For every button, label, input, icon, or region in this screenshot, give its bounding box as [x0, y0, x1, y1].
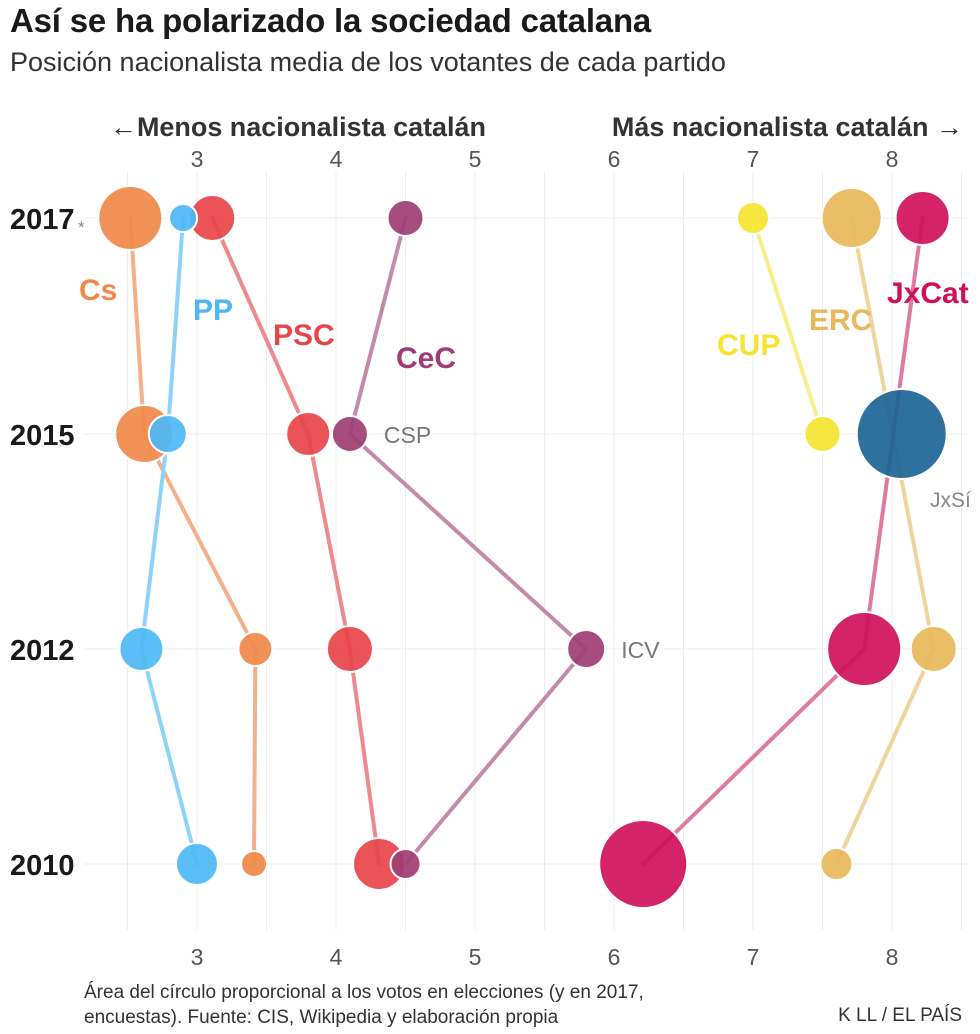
tick-label-bottom: 7	[747, 944, 760, 970]
point-ERC-2017	[820, 187, 883, 249]
labels-layer: Cs PP PSC CeC CUP ERC JxCat JxSí CSP ICV	[79, 274, 971, 663]
year-label-2017: 2017	[10, 204, 75, 236]
point-PP-2010	[175, 842, 219, 886]
axis-label-right: Más nacionalista catalán →	[612, 112, 963, 142]
tick-label-top: 4	[330, 146, 343, 172]
tick-label-top: 6	[608, 146, 621, 172]
point-PSC-2015	[285, 411, 332, 457]
tick-label-bottom: 6	[608, 944, 621, 970]
point-PSC-2012	[325, 625, 374, 673]
series-label-ERC: ERC	[809, 304, 872, 337]
tick-label-top: 3	[191, 146, 204, 172]
line-CeC	[347, 216, 589, 866]
point-CeC-2010	[389, 848, 422, 880]
chart-subtitle: Posición nacionalista media de los votan…	[10, 47, 726, 77]
tick-label-top: 7	[747, 146, 760, 172]
series-label-JxSi: JxSí	[930, 489, 971, 512]
year-note: *	[78, 218, 85, 237]
series-label-CUP: CUP	[717, 329, 780, 362]
axis-label-left: ←Menos nacionalista catalán	[110, 112, 486, 142]
point-Cs-2012	[237, 631, 274, 667]
footnote: Área del círculo proporcional a los voto…	[84, 982, 644, 1028]
series-label-Cs: Cs	[79, 274, 117, 307]
series-label-CeC: CeC	[396, 342, 456, 375]
point-JxCat-2017	[894, 190, 951, 246]
tick-label-bottom: 4	[330, 944, 343, 970]
point-CUP-2017	[736, 201, 770, 235]
point-PP-2015	[147, 414, 188, 454]
point-CeC-2017	[386, 199, 425, 237]
line-PP	[139, 216, 199, 866]
point-Cs-2017	[97, 185, 164, 251]
year-label-2015: 2015	[10, 420, 75, 452]
point-label-ICV: ICV	[621, 637, 660, 663]
point-PP-2012	[118, 626, 165, 672]
credit: K LL / EL PAÍS	[838, 1005, 962, 1026]
point-ERC-2010	[819, 847, 854, 881]
line-PSC	[210, 216, 382, 866]
tick-label-bottom: 5	[469, 944, 482, 970]
tick-label-bottom: 3	[191, 944, 204, 970]
chart-title: Así se ha polarizado la sociedad catalan…	[10, 2, 652, 39]
point-PP-2017	[168, 203, 199, 233]
point-JxCat-2012	[826, 611, 903, 687]
point-JxCat-2010	[598, 819, 689, 909]
data-points	[97, 185, 958, 909]
series-label-PSC: PSC	[273, 319, 335, 352]
point-Cs-2010	[239, 850, 268, 878]
point-label-CSP: CSP	[384, 422, 431, 448]
year-label-2012: 2012	[10, 635, 75, 667]
series-label-JxCat: JxCat	[887, 277, 969, 310]
tick-label-top: 8	[886, 146, 899, 172]
tick-label-bottom: 8	[886, 944, 899, 970]
year-label-2010: 2010	[10, 850, 75, 882]
point-JxSí-2015	[855, 388, 948, 480]
line-CUP	[751, 216, 825, 436]
series-label-PP: PP	[193, 294, 233, 327]
point-ERC-2012	[909, 625, 958, 673]
point-CeC-2012	[566, 629, 607, 669]
line-Cs	[128, 216, 258, 866]
tick-label-top: 5	[469, 146, 482, 172]
point-CeC-2015	[330, 415, 369, 453]
point-CUP-2015	[803, 415, 842, 453]
